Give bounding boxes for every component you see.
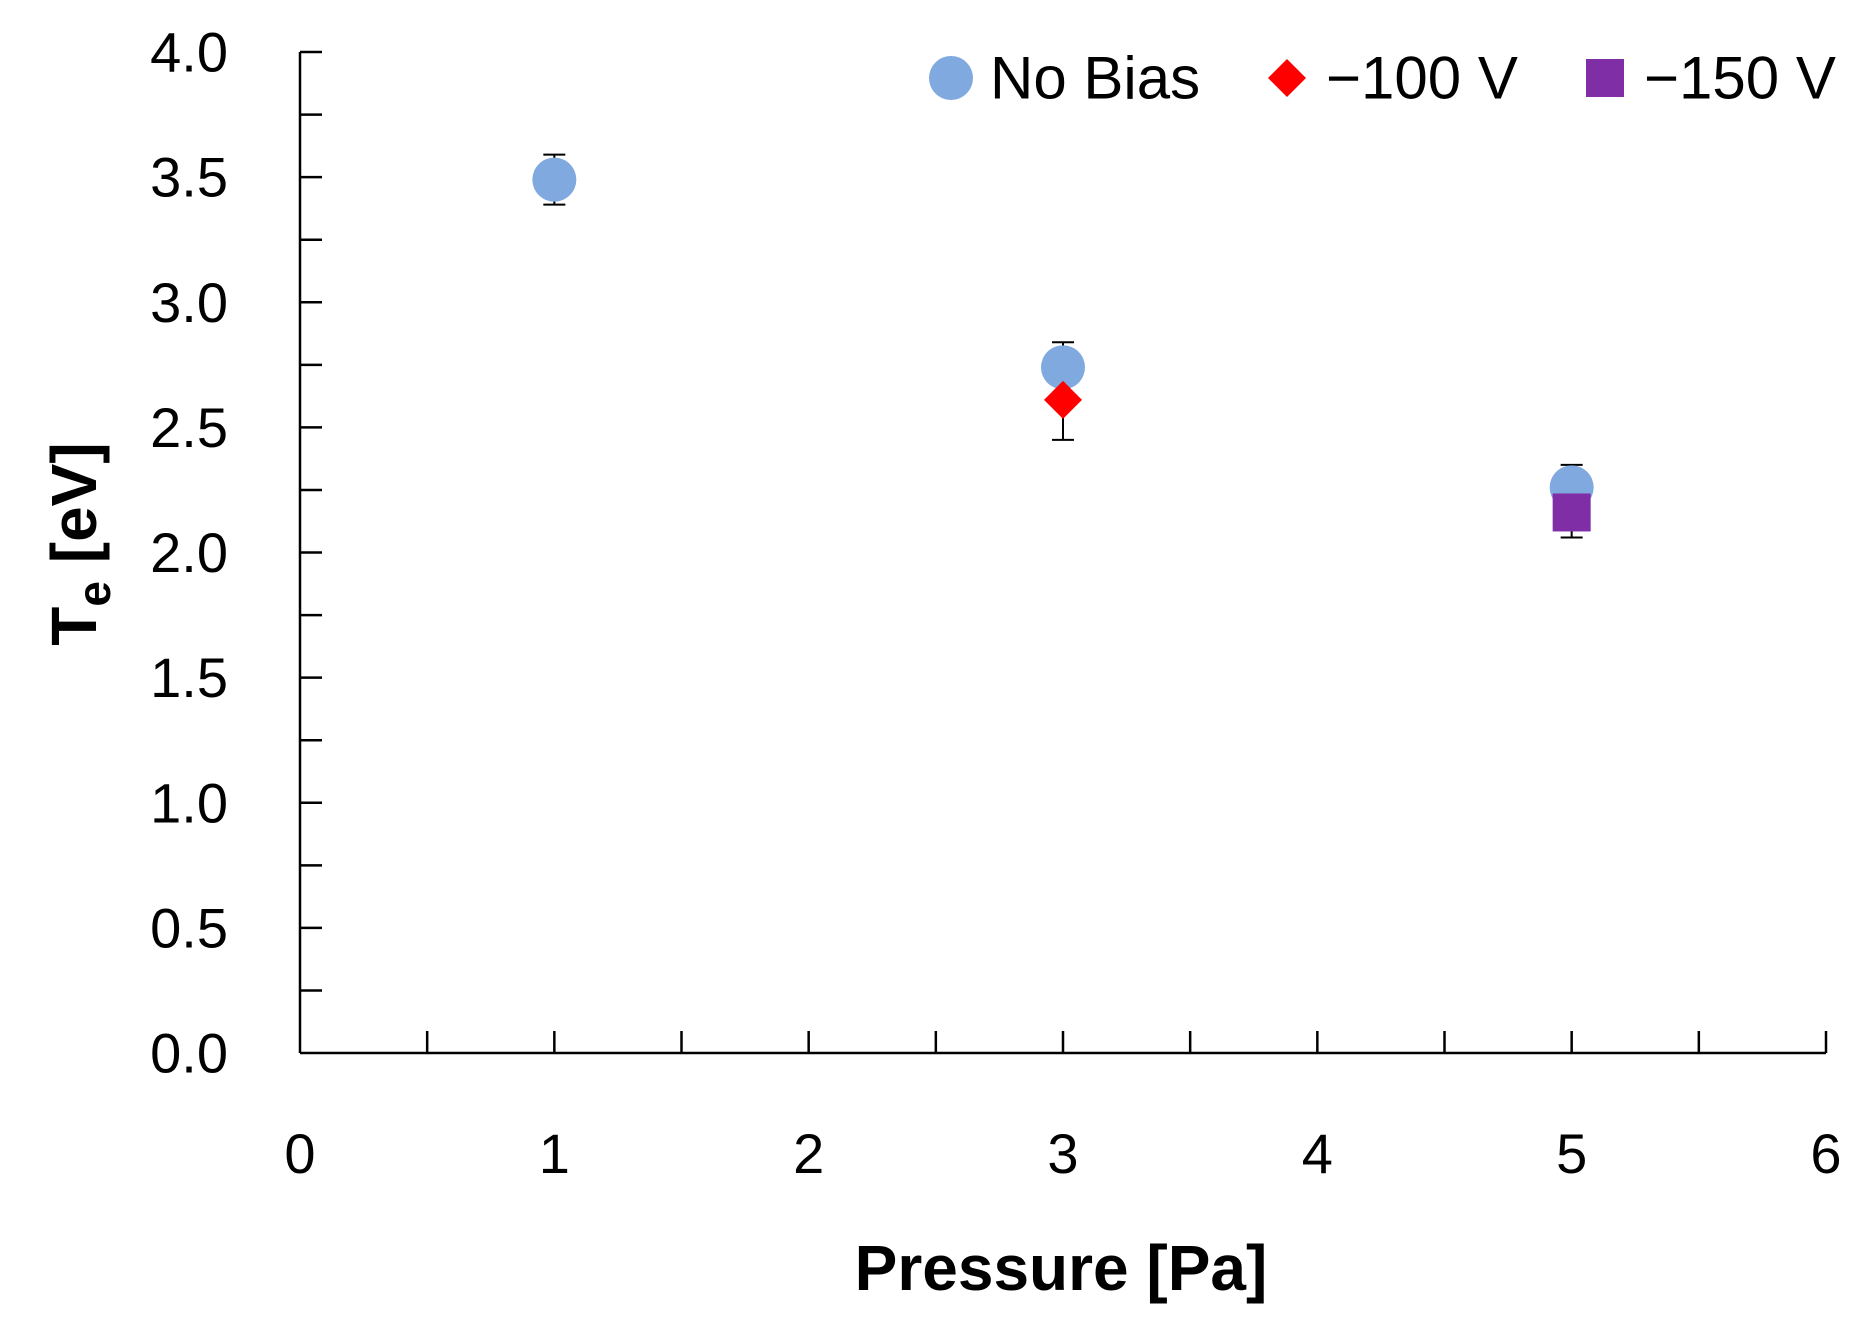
y-tick-label: 3.5 <box>150 146 228 209</box>
legend-label-no-bias: No Bias <box>990 45 1200 112</box>
y-tick-label: 0.0 <box>150 1022 228 1085</box>
data-marks <box>532 153 1594 539</box>
x-tick-label: 1 <box>539 1122 570 1185</box>
y-axis-title: Te [eV] <box>38 442 120 645</box>
legend-label-150-v: −150 V <box>1644 45 1836 112</box>
y-tick-label: 2.5 <box>150 396 228 459</box>
y-tick-label: 3.0 <box>150 271 228 334</box>
point-150-v <box>1552 493 1591 532</box>
x-tick-label: 6 <box>1810 1122 1841 1185</box>
y-tick-label: 1.5 <box>150 646 228 709</box>
y-tick-label: 2.0 <box>150 521 228 584</box>
y-axis-title-subscript: e <box>68 581 120 607</box>
y-axis-title-unit: [eV] <box>38 442 110 581</box>
legend-label-100-v: −100 V <box>1326 45 1518 112</box>
legend-marker-100-v <box>1268 59 1306 97</box>
x-tick-label: 0 <box>284 1122 315 1185</box>
y-tick-label: 4.0 <box>150 21 228 84</box>
legend: No Bias −100 V −150 V <box>929 45 1836 112</box>
point-100-v <box>1044 380 1082 419</box>
legend-marker-150-v <box>1586 59 1624 97</box>
x-tick-label: 4 <box>1302 1122 1333 1185</box>
point-no-bias <box>1041 345 1085 390</box>
x-tick-label: 3 <box>1047 1122 1078 1185</box>
y-axis-title-main: T <box>38 607 110 646</box>
x-tick-label: 2 <box>793 1122 824 1185</box>
y-tick-label: 0.5 <box>150 896 228 959</box>
x-axis-title: Pressure [Pa] <box>855 1232 1268 1304</box>
y-tick-label: 1.0 <box>150 771 228 834</box>
legend-marker-no-bias <box>929 56 973 100</box>
point-no-bias <box>532 157 577 202</box>
x-tick-label: 5 <box>1556 1122 1587 1185</box>
axes: 0 1 2 3 4 5 6 0.0 0.5 1.0 1.5 2.0 2.5 3.0 3.5 4.0 <box>150 21 1841 1186</box>
